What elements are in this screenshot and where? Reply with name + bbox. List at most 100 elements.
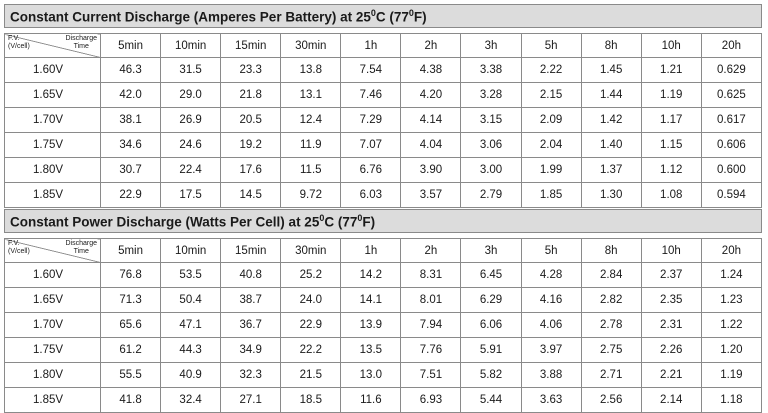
column-header: 3h bbox=[460, 238, 522, 263]
value-cell: 22.9 bbox=[99, 182, 162, 208]
value-cell: 3.38 bbox=[460, 57, 522, 83]
value-cell: 34.6 bbox=[99, 132, 162, 158]
value-cell: 1.40 bbox=[580, 132, 642, 158]
value-cell: 13.8 bbox=[280, 57, 342, 83]
table-row: 1.60V 76.8 53.5 40.8 25.2 14.2 8.31 6.45 4.28 2.8… bbox=[4, 262, 763, 288]
value-cell: 7.76 bbox=[400, 337, 462, 363]
value-cell: 5.82 bbox=[460, 362, 522, 388]
power-discharge-title: Constant Power Discharge (Watts Per Cell… bbox=[10, 212, 376, 230]
value-cell: 4.04 bbox=[400, 132, 462, 158]
value-cell: 0.600 bbox=[700, 157, 763, 183]
value-cell: 46.3 bbox=[99, 57, 162, 83]
table-row: 1.75V 34.6 24.6 19.2 11.9 7.07 4.04 3.06 2.04 1.4… bbox=[4, 132, 763, 158]
value-cell: 1.42 bbox=[580, 107, 642, 133]
value-cell: 1.23 bbox=[700, 287, 763, 313]
column-header: 5h bbox=[520, 33, 582, 58]
column-header: 20h bbox=[700, 238, 763, 263]
value-cell: 12.4 bbox=[280, 107, 342, 133]
value-cell: 65.6 bbox=[99, 312, 162, 338]
value-cell: 44.3 bbox=[160, 337, 222, 363]
power-discharge-title-bar: Constant Power Discharge (Watts Per Cell… bbox=[4, 209, 762, 233]
value-cell: 2.71 bbox=[580, 362, 642, 388]
value-cell: 71.3 bbox=[99, 287, 162, 313]
value-cell: 23.3 bbox=[220, 57, 282, 83]
final-voltage-cell: 1.75V bbox=[4, 132, 101, 158]
value-cell: 2.37 bbox=[640, 262, 702, 288]
value-cell: 61.2 bbox=[99, 337, 162, 363]
discharge-label: Discharge bbox=[65, 35, 97, 42]
value-cell: 1.45 bbox=[580, 57, 642, 83]
diagonal-header-cell: Discharge Time F.V. (V/cell) bbox=[4, 238, 101, 263]
value-cell: 14.1 bbox=[340, 287, 402, 313]
value-cell: 4.16 bbox=[520, 287, 582, 313]
table-row: 1.85V 22.9 17.5 14.5 9.72 6.03 3.57 2.79 1.85 1.3… bbox=[4, 182, 763, 208]
final-voltage-cell: 1.65V bbox=[4, 82, 101, 108]
value-cell: 2.04 bbox=[520, 132, 582, 158]
value-cell: 24.6 bbox=[160, 132, 222, 158]
column-header: 15min bbox=[220, 33, 282, 58]
value-cell: 11.6 bbox=[340, 387, 402, 413]
value-cell: 13.9 bbox=[340, 312, 402, 338]
final-voltage-cell: 1.80V bbox=[4, 157, 101, 183]
value-cell: 42.0 bbox=[99, 82, 162, 108]
value-cell: 11.5 bbox=[280, 157, 342, 183]
final-voltage-cell: 1.75V bbox=[4, 337, 101, 363]
value-cell: 3.15 bbox=[460, 107, 522, 133]
value-cell: 1.24 bbox=[700, 262, 763, 288]
column-header: 2h bbox=[400, 33, 462, 58]
value-cell: 7.07 bbox=[340, 132, 402, 158]
column-header: 8h bbox=[580, 33, 642, 58]
fv-label: F.V. bbox=[8, 35, 20, 42]
value-cell: 2.79 bbox=[460, 182, 522, 208]
column-header: 5min bbox=[99, 33, 162, 58]
fv-label: F.V. bbox=[8, 240, 20, 247]
value-cell: 22.9 bbox=[280, 312, 342, 338]
value-cell: 3.97 bbox=[520, 337, 582, 363]
value-cell: 17.5 bbox=[160, 182, 222, 208]
value-cell: 21.8 bbox=[220, 82, 282, 108]
value-cell: 2.26 bbox=[640, 337, 702, 363]
value-cell: 2.14 bbox=[640, 387, 702, 413]
value-cell: 0.594 bbox=[700, 182, 763, 208]
column-header: 30min bbox=[280, 238, 342, 263]
time-label: Time bbox=[73, 247, 89, 255]
value-cell: 7.46 bbox=[340, 82, 402, 108]
value-cell: 2.75 bbox=[580, 337, 642, 363]
value-cell: 41.8 bbox=[99, 387, 162, 413]
table-row: 1.60V 46.3 31.5 23.3 13.8 7.54 4.38 3.38 2.22 1.4… bbox=[4, 57, 763, 83]
value-cell: 1.15 bbox=[640, 132, 702, 158]
value-cell: 50.4 bbox=[160, 287, 222, 313]
table-row: 1.85V 41.8 32.4 27.1 18.5 11.6 6.93 5.44 3.63 2.5… bbox=[4, 387, 763, 413]
value-cell: 1.22 bbox=[700, 312, 763, 338]
value-cell: 76.8 bbox=[99, 262, 162, 288]
value-cell: 24.0 bbox=[280, 287, 342, 313]
final-voltage-cell: 1.80V bbox=[4, 362, 101, 388]
value-cell: 29.0 bbox=[160, 82, 222, 108]
value-cell: 11.9 bbox=[280, 132, 342, 158]
value-cell: 7.51 bbox=[400, 362, 462, 388]
column-header: 3h bbox=[460, 33, 522, 58]
value-cell: 22.4 bbox=[160, 157, 222, 183]
final-voltage-cell: 1.85V bbox=[4, 387, 101, 413]
value-cell: 14.2 bbox=[340, 262, 402, 288]
value-cell: 0.617 bbox=[700, 107, 763, 133]
current-discharge-section: Constant Current Discharge (Amperes Per … bbox=[4, 4, 763, 208]
value-cell: 2.22 bbox=[520, 57, 582, 83]
value-cell: 32.4 bbox=[160, 387, 222, 413]
table-row: 1.70V 38.1 26.9 20.5 12.4 7.29 4.14 3.15 2.09 1.4… bbox=[4, 107, 763, 133]
value-cell: 1.19 bbox=[640, 82, 702, 108]
value-cell: 18.5 bbox=[280, 387, 342, 413]
value-cell: 40.9 bbox=[160, 362, 222, 388]
value-cell: 38.1 bbox=[99, 107, 162, 133]
table-row: 1.65V 42.0 29.0 21.8 13.1 7.46 4.20 3.28 2.15 1.4… bbox=[4, 82, 763, 108]
value-cell: 0.629 bbox=[700, 57, 763, 83]
value-cell: 1.37 bbox=[580, 157, 642, 183]
value-cell: 40.8 bbox=[220, 262, 282, 288]
value-cell: 21.5 bbox=[280, 362, 342, 388]
final-voltage-cell: 1.70V bbox=[4, 107, 101, 133]
value-cell: 1.44 bbox=[580, 82, 642, 108]
value-cell: 4.20 bbox=[400, 82, 462, 108]
value-cell: 2.21 bbox=[640, 362, 702, 388]
table-row: 1.75V 61.2 44.3 34.9 22.2 13.5 7.76 5.91 3.97 2.7… bbox=[4, 337, 763, 363]
final-voltage-cell: 1.60V bbox=[4, 57, 101, 83]
